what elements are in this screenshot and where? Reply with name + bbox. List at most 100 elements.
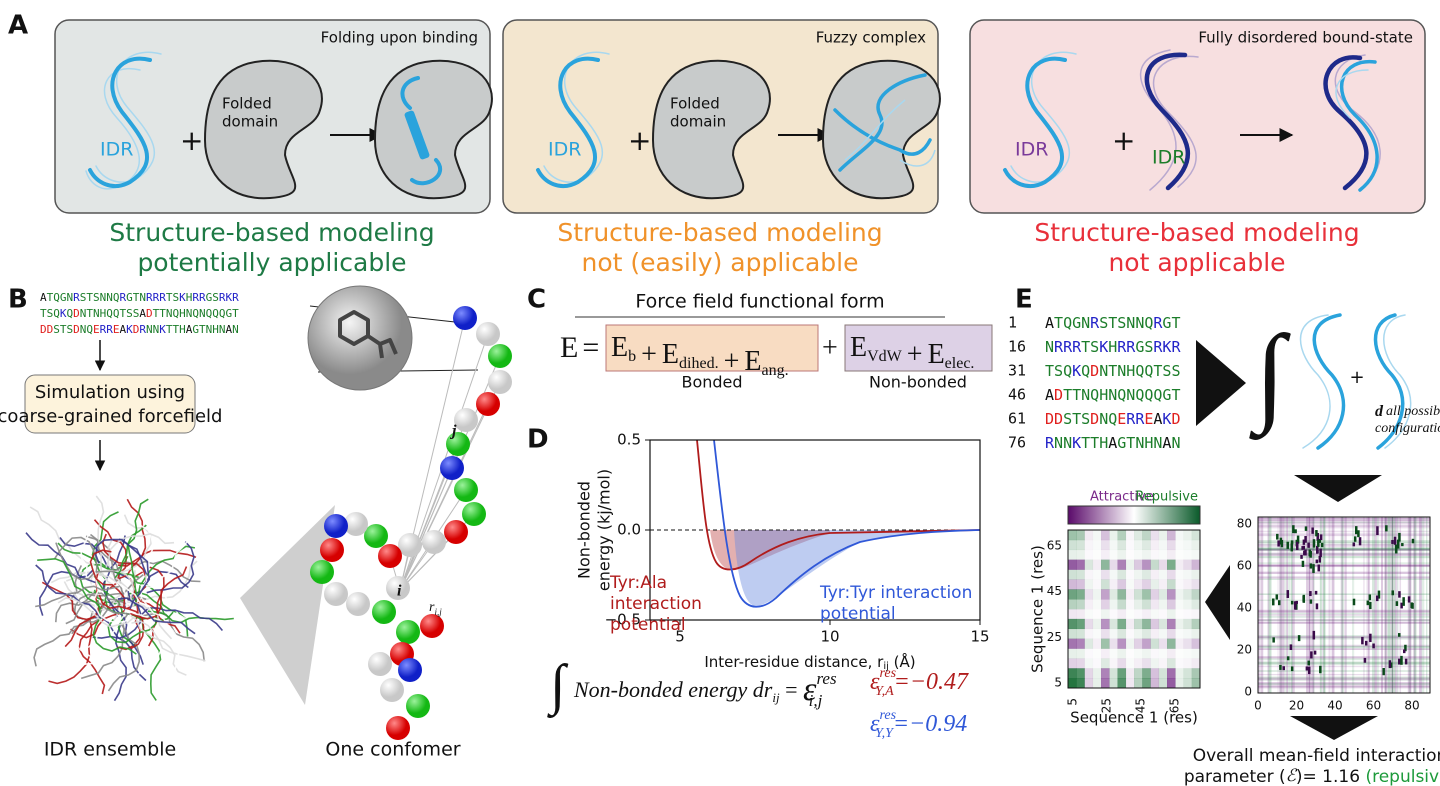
- heat-cell: [1093, 629, 1102, 639]
- operator: =: [582, 331, 599, 364]
- heat-cell: [1192, 639, 1201, 649]
- residue: N: [1135, 434, 1144, 452]
- heat-cell: [1068, 589, 1077, 599]
- heat-cell: [1085, 540, 1094, 550]
- heat-stripe: [1258, 555, 1430, 556]
- heat-cell: [1076, 619, 1085, 629]
- heat-cell: [1290, 644, 1293, 650]
- heat-cell: [1142, 619, 1151, 629]
- heat-cell: [1321, 543, 1324, 547]
- idr-label: IDR: [1152, 147, 1185, 169]
- plus: +: [180, 124, 203, 157]
- colorbar-label: Repulsive: [1135, 490, 1198, 505]
- residue: K: [1162, 338, 1171, 356]
- heat-cell: [1313, 631, 1316, 640]
- residue: T: [1126, 434, 1135, 452]
- heat-cell: [1192, 609, 1201, 619]
- heat-stripe: [1258, 556, 1430, 558]
- heat-cell: [1175, 639, 1184, 649]
- row-sequence: ADTTNQHNQNQQQGT: [1045, 386, 1180, 404]
- residue: N: [166, 307, 173, 320]
- heat-cell: [1317, 564, 1320, 571]
- term: E: [560, 331, 578, 364]
- heat-cell: [1357, 530, 1360, 537]
- heat-cell: [1376, 596, 1379, 602]
- heat-cell: [1398, 591, 1401, 598]
- panel-label: B: [8, 285, 28, 315]
- residue: Q: [212, 307, 219, 320]
- heat-cell: [1068, 530, 1077, 540]
- heat-cell: [1307, 661, 1310, 666]
- heat-cell: [1068, 678, 1077, 688]
- heat-cell: [1175, 579, 1184, 589]
- heat-cell: [1184, 678, 1193, 688]
- residue: Q: [1153, 386, 1162, 404]
- heat-cell: [1316, 603, 1319, 609]
- residue: G: [1162, 314, 1171, 332]
- heat-stripe: [1258, 517, 1261, 693]
- heat-cell: [1142, 530, 1151, 540]
- heat-cell: [1142, 540, 1151, 550]
- heat-cell: [1126, 530, 1135, 540]
- residue: A: [1153, 410, 1162, 428]
- heat-cell: [1109, 579, 1118, 589]
- heat-cell: [1355, 526, 1358, 534]
- residue: G: [126, 291, 133, 304]
- heat-cell: [1076, 678, 1085, 688]
- subscript: b: [628, 348, 636, 365]
- heat-cell: [1294, 529, 1297, 533]
- heat-cell: [1093, 550, 1102, 560]
- panel-label: A: [8, 11, 28, 41]
- heat-stripe: [1384, 517, 1387, 693]
- heat-cell: [1109, 609, 1118, 619]
- residue: N: [1153, 434, 1162, 452]
- heat-cell: [1159, 589, 1168, 599]
- x-tick-label: 40: [1327, 699, 1342, 713]
- residue: H: [1099, 434, 1108, 452]
- panel-label: D: [527, 425, 549, 455]
- residue: G: [1162, 386, 1171, 404]
- heat-cell: [1085, 550, 1094, 560]
- residue: G: [1117, 434, 1126, 452]
- heat-cell: [1076, 658, 1085, 668]
- heat-cell: [1151, 639, 1160, 649]
- residue: T: [1090, 434, 1099, 452]
- residue: S: [53, 323, 60, 336]
- bead: [453, 306, 477, 330]
- heat-cell: [1068, 609, 1077, 619]
- heat-cell: [1295, 601, 1298, 604]
- heat-cell: [1118, 540, 1127, 550]
- heat-cell: [1315, 591, 1318, 595]
- heat-cell: [1298, 635, 1301, 641]
- heat-cell: [1085, 560, 1094, 570]
- residue: Q: [1081, 362, 1090, 380]
- heat-stripe: [1258, 553, 1430, 555]
- heat-cell: [1192, 550, 1201, 560]
- caption: IDR ensemble: [44, 739, 176, 761]
- heat-stripe: [1258, 638, 1430, 640]
- heat-cell: [1306, 666, 1309, 670]
- residue: N: [1081, 314, 1090, 332]
- heat-cell: [1093, 599, 1102, 609]
- residue: N: [106, 291, 113, 304]
- heat-cell: [1151, 579, 1160, 589]
- heat-cell: [1076, 649, 1085, 659]
- heat-cell: [1126, 560, 1135, 570]
- subscript: VdW: [867, 348, 903, 365]
- heat-cell: [1142, 579, 1151, 589]
- heat-cell: [1175, 649, 1184, 659]
- heat-cell: [1101, 609, 1110, 619]
- heat-cell: [1142, 560, 1151, 570]
- card: Fully disordered bound-state IDR + IDR: [970, 20, 1425, 213]
- heat-cell: [1076, 599, 1085, 609]
- heat-cell: [1159, 658, 1168, 668]
- idr-label: IDR: [548, 139, 581, 161]
- residue: T: [232, 307, 239, 320]
- residue: S: [1063, 410, 1072, 428]
- residue: Q: [1135, 362, 1144, 380]
- x-tick-label: 15: [970, 628, 989, 646]
- residue: K: [1099, 338, 1108, 356]
- heat-stripe: [1258, 622, 1430, 624]
- panel-label: E: [1015, 285, 1033, 315]
- result: εresY,A=−0.47: [870, 666, 969, 699]
